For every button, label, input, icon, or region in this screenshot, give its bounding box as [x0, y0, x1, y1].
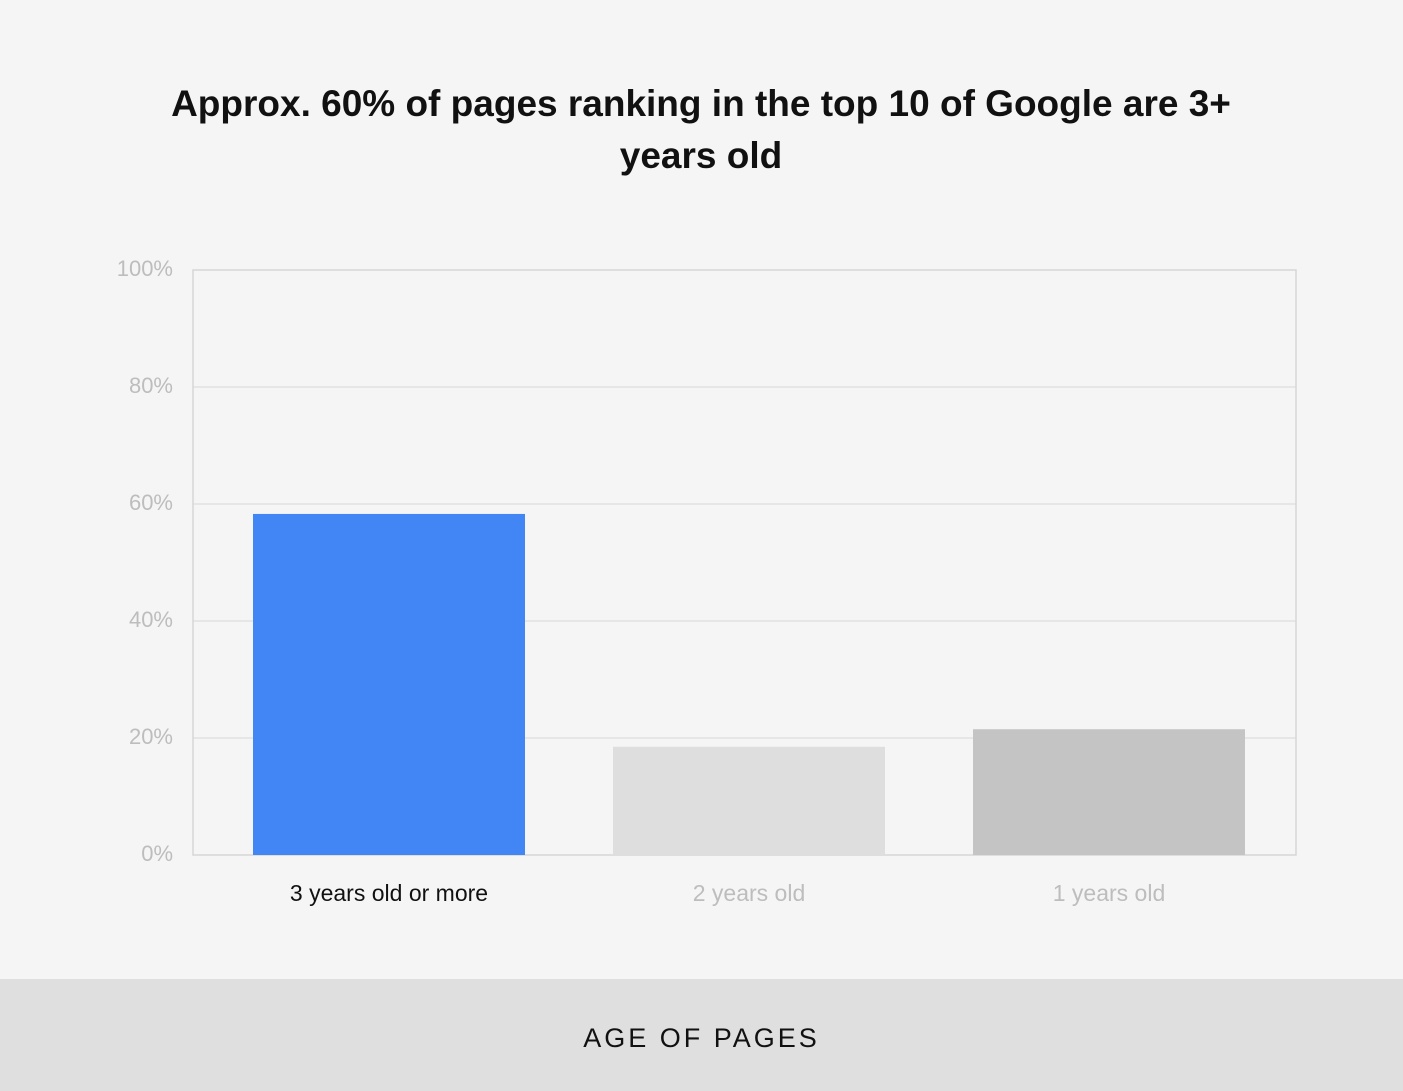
bar: [973, 729, 1245, 855]
x-tick-label: 2 years old: [693, 880, 806, 906]
y-tick-label: 60%: [129, 490, 173, 515]
bar: [613, 746, 885, 855]
chart-title: Approx. 60% of pages ranking in the top …: [171, 83, 1231, 176]
y-tick-label: 0%: [141, 841, 173, 866]
y-tick-label: 40%: [129, 607, 173, 632]
x-axis-label: AGE OF PAGES: [583, 1023, 820, 1053]
x-tick-label: 1 years old: [1053, 880, 1166, 906]
y-tick-label: 80%: [129, 373, 173, 398]
y-tick-label: 100%: [117, 256, 173, 281]
y-tick-label: 20%: [129, 724, 173, 749]
footer: AGE OF PAGES: [0, 979, 1403, 1091]
bar: [253, 513, 525, 855]
chart: 0% 20% 40% 60% 80% 100% 3 years old or more 2 y…: [117, 256, 1297, 906]
x-tick-label: 3 years old or more: [290, 880, 488, 906]
